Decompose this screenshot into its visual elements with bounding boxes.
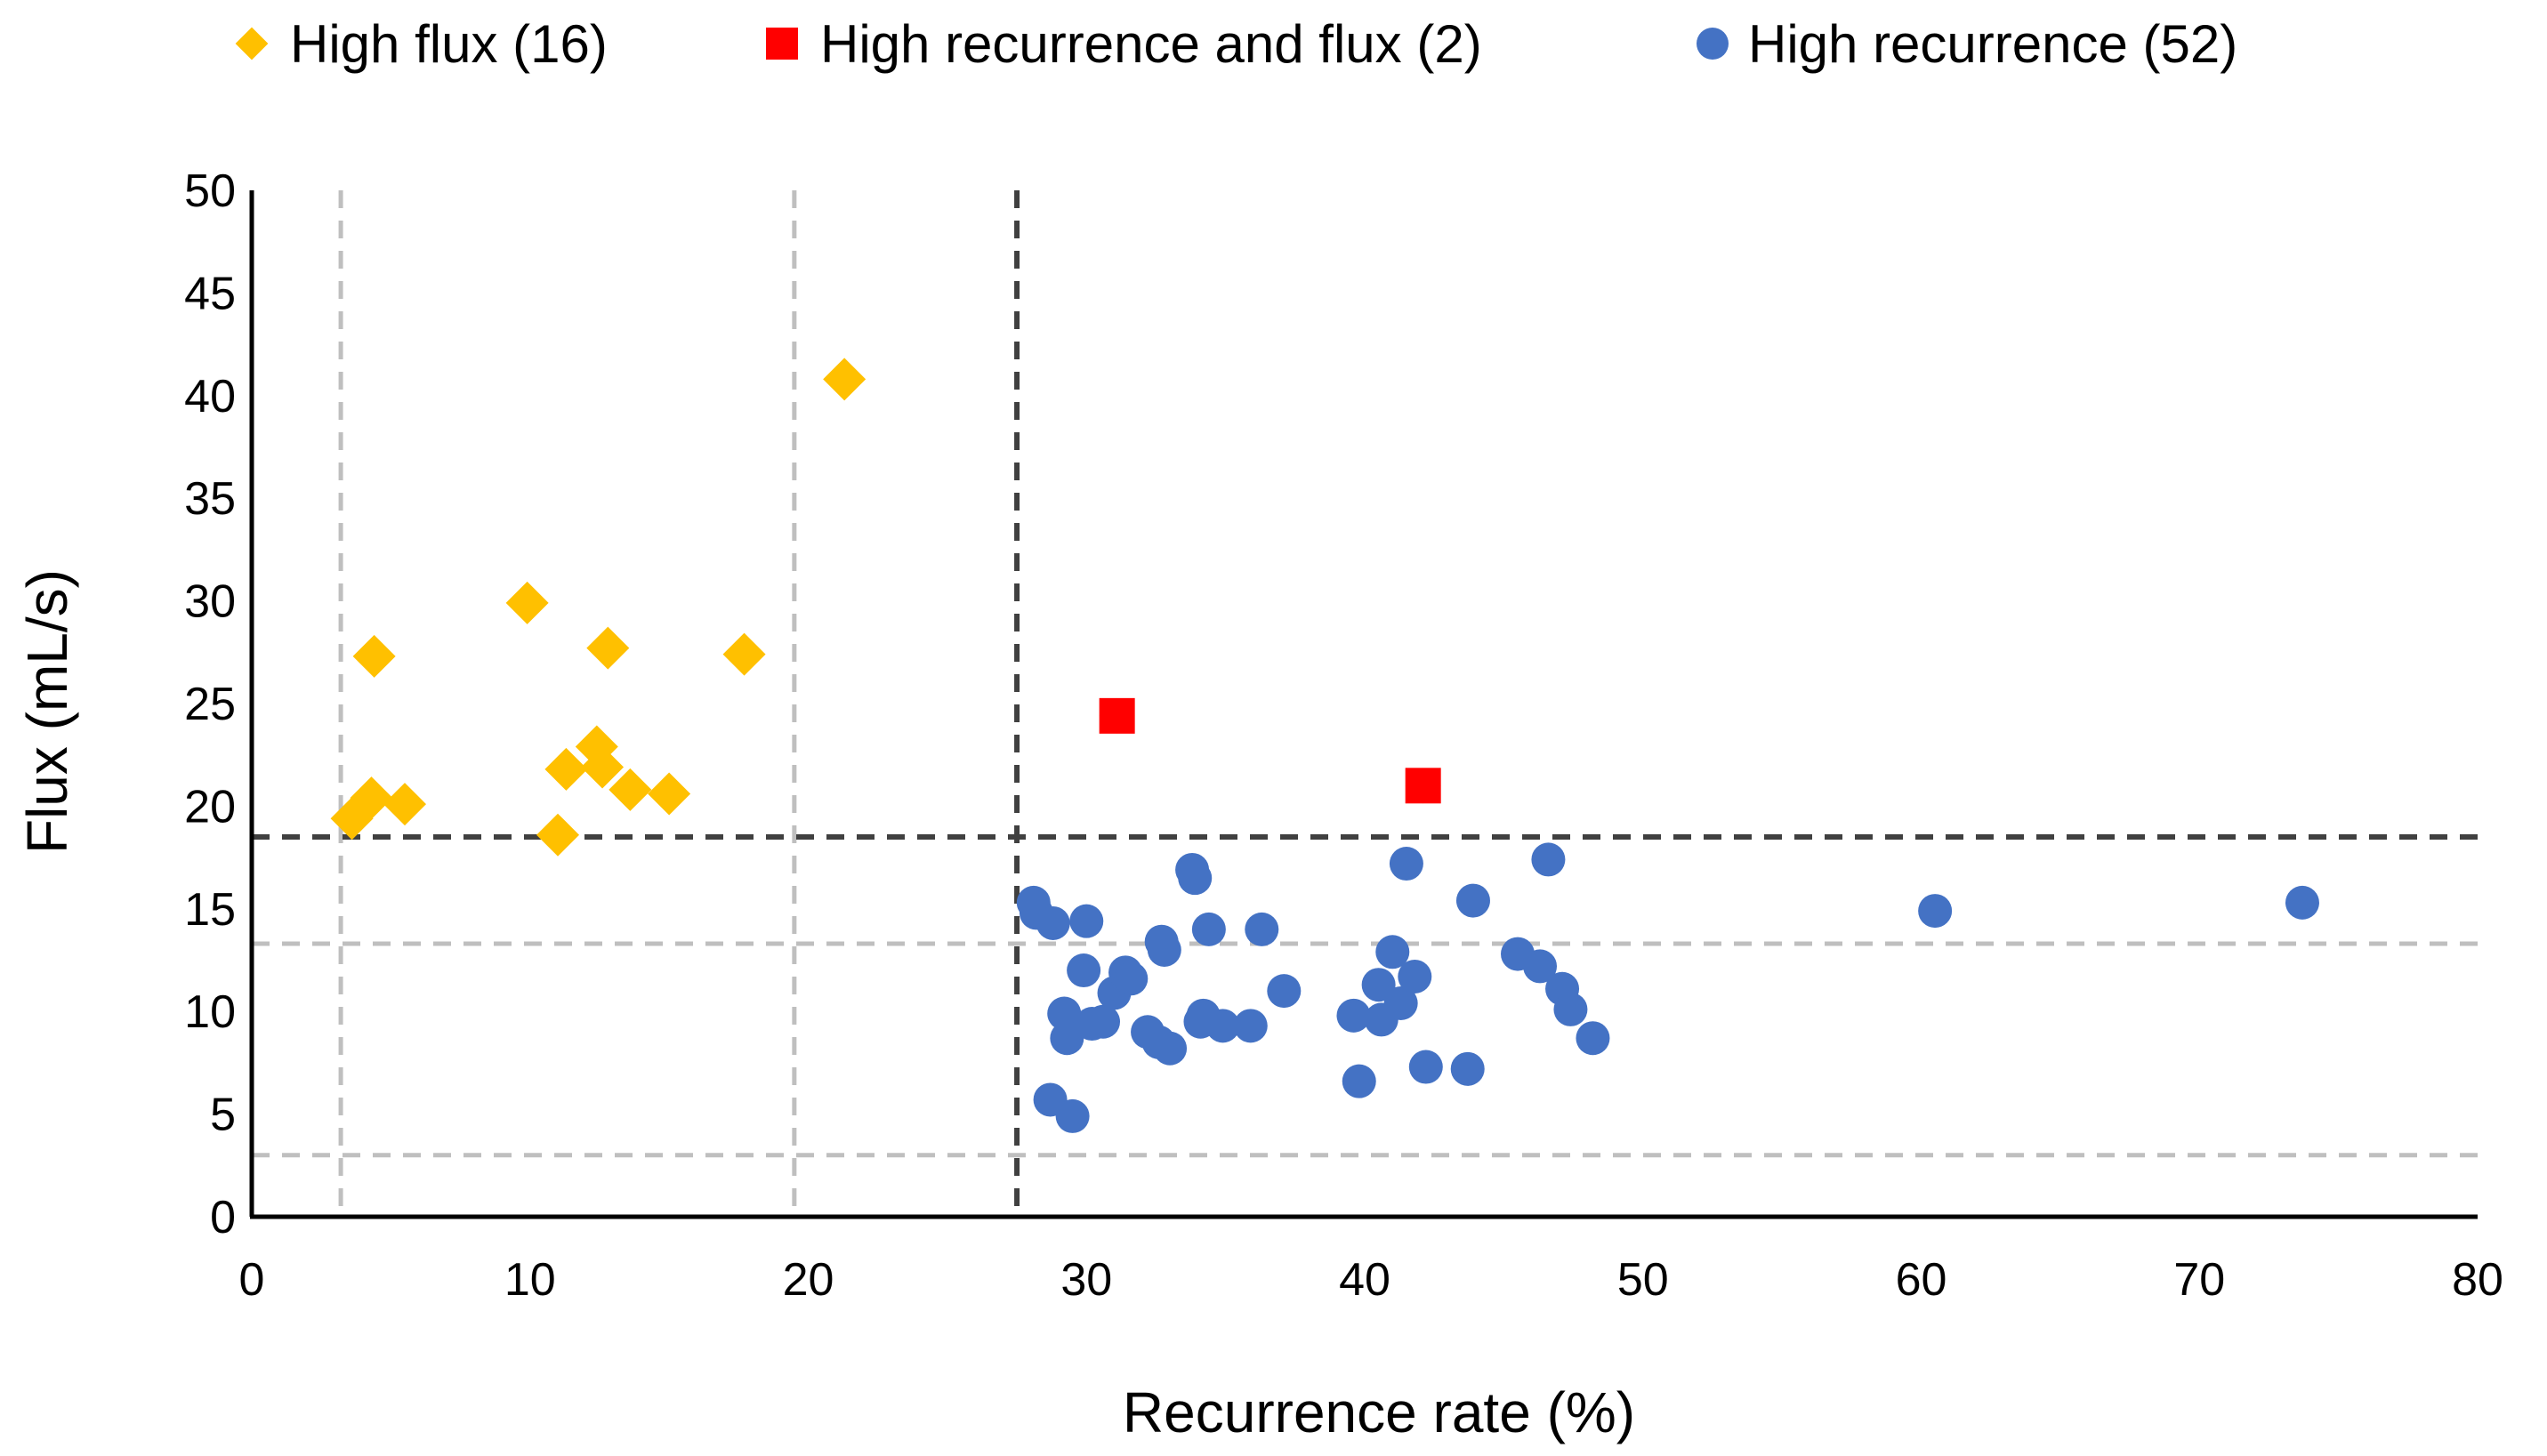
data-point-circle (1047, 996, 1082, 1031)
data-point-circle (1086, 1004, 1121, 1039)
data-point-diamond (586, 626, 630, 670)
axes (249, 190, 2478, 1219)
x-tick-label: 20 (783, 1254, 834, 1306)
data-point-square (1099, 697, 1135, 734)
data-point-diamond (352, 634, 396, 678)
data-point-circle (1178, 861, 1213, 896)
data-point-diamond (581, 745, 625, 789)
x-tick-label: 70 (2173, 1254, 2225, 1306)
data-point-circle (1050, 1021, 1084, 1056)
data-point-circle (1576, 1021, 1610, 1056)
data-point-circle (1036, 905, 1070, 940)
data-point-circle (1398, 959, 1432, 993)
data-points (330, 358, 2319, 1133)
legend-label-high-recurrence-and-flux: High recurrence and flux (2) (820, 14, 1482, 74)
x-tick-label: 10 (504, 1254, 556, 1306)
data-point-square (1405, 768, 1441, 804)
threshold-lines (252, 190, 2478, 1217)
data-point-circle (1389, 847, 1423, 881)
y-tick-label: 45 (184, 268, 236, 319)
data-point-circle (1553, 992, 1588, 1026)
y-tick-label: 50 (184, 165, 236, 217)
data-point-circle (1375, 935, 1410, 969)
x-tick-label: 60 (1896, 1254, 1947, 1306)
tick-labels: 0 10 20 30 40 50 60 70 80 0 5 10 15 20 25 30 35 40 45 50 (184, 165, 2503, 1306)
data-point-circle (1455, 883, 1490, 918)
y-tick-label: 20 (184, 781, 236, 833)
series-square (1099, 697, 1441, 804)
data-point-circle (1114, 961, 1149, 996)
data-point-diamond (544, 747, 588, 791)
data-point-circle (1383, 985, 1418, 1020)
legend-item-high-recurrence: High recurrence (52) (1697, 14, 2237, 74)
y-tick-label: 35 (184, 473, 236, 525)
x-axis-title: Recurrence rate (%) (1123, 1380, 1635, 1444)
data-point-diamond (383, 783, 427, 826)
legend-item-high-flux: High flux (16) (235, 14, 608, 74)
data-point-circle (1918, 894, 1953, 929)
data-point-diamond (823, 358, 866, 401)
y-tick-label: 30 (184, 576, 236, 628)
x-tick-label: 50 (1617, 1254, 1669, 1306)
x-tick-label: 30 (1060, 1254, 1112, 1306)
x-tick-label: 40 (1339, 1254, 1390, 1306)
y-axis-title: Flux (mL/s) (15, 569, 79, 854)
data-point-circle (1147, 932, 1181, 967)
data-point-circle (2285, 885, 2319, 920)
y-tick-label: 40 (184, 371, 236, 422)
data-point-circle (1267, 974, 1302, 1009)
data-point-circle (1191, 912, 1226, 946)
data-point-diamond (609, 768, 652, 811)
data-point-circle (1205, 1009, 1240, 1043)
series-circle (1016, 842, 2319, 1133)
data-point-circle (1523, 949, 1558, 984)
data-point-circle (1055, 1098, 1090, 1133)
legend-marker-diamond (235, 27, 269, 60)
data-point-circle (1067, 953, 1101, 988)
y-tick-label: 15 (184, 884, 236, 936)
y-tick-label: 0 (210, 1192, 236, 1243)
legend-label-high-recurrence: High recurrence (52) (1748, 14, 2237, 74)
data-point-diamond (722, 632, 766, 676)
data-point-circle (1336, 998, 1371, 1033)
legend-marker-square (766, 28, 798, 60)
data-point-diamond (350, 776, 393, 820)
y-tick-label: 10 (184, 986, 236, 1038)
y-tick-label: 25 (184, 679, 236, 730)
data-point-circle (1408, 1050, 1443, 1084)
x-tick-label: 0 (239, 1254, 265, 1306)
x-tick-label: 80 (2452, 1254, 2503, 1306)
data-point-diamond (536, 813, 580, 857)
data-point-circle (1531, 842, 1566, 877)
data-point-diamond (648, 772, 691, 816)
data-point-circle (1069, 904, 1104, 938)
legend: High flux (16) High recurrence and flux … (235, 14, 2237, 74)
data-point-circle (1342, 1064, 1376, 1098)
legend-label-high-flux: High flux (16) (290, 14, 608, 74)
data-point-diamond (505, 581, 549, 624)
data-point-circle (1450, 1051, 1485, 1086)
data-point-circle (1361, 968, 1396, 1002)
y-tick-label: 5 (210, 1090, 236, 1141)
series-diamond (330, 358, 866, 857)
data-point-circle (1153, 1031, 1188, 1066)
data-point-circle (1233, 1009, 1268, 1043)
legend-item-high-recurrence-and-flux: High recurrence and flux (2) (766, 14, 1482, 74)
data-point-circle (1245, 912, 1279, 946)
legend-marker-circle (1697, 28, 1729, 60)
